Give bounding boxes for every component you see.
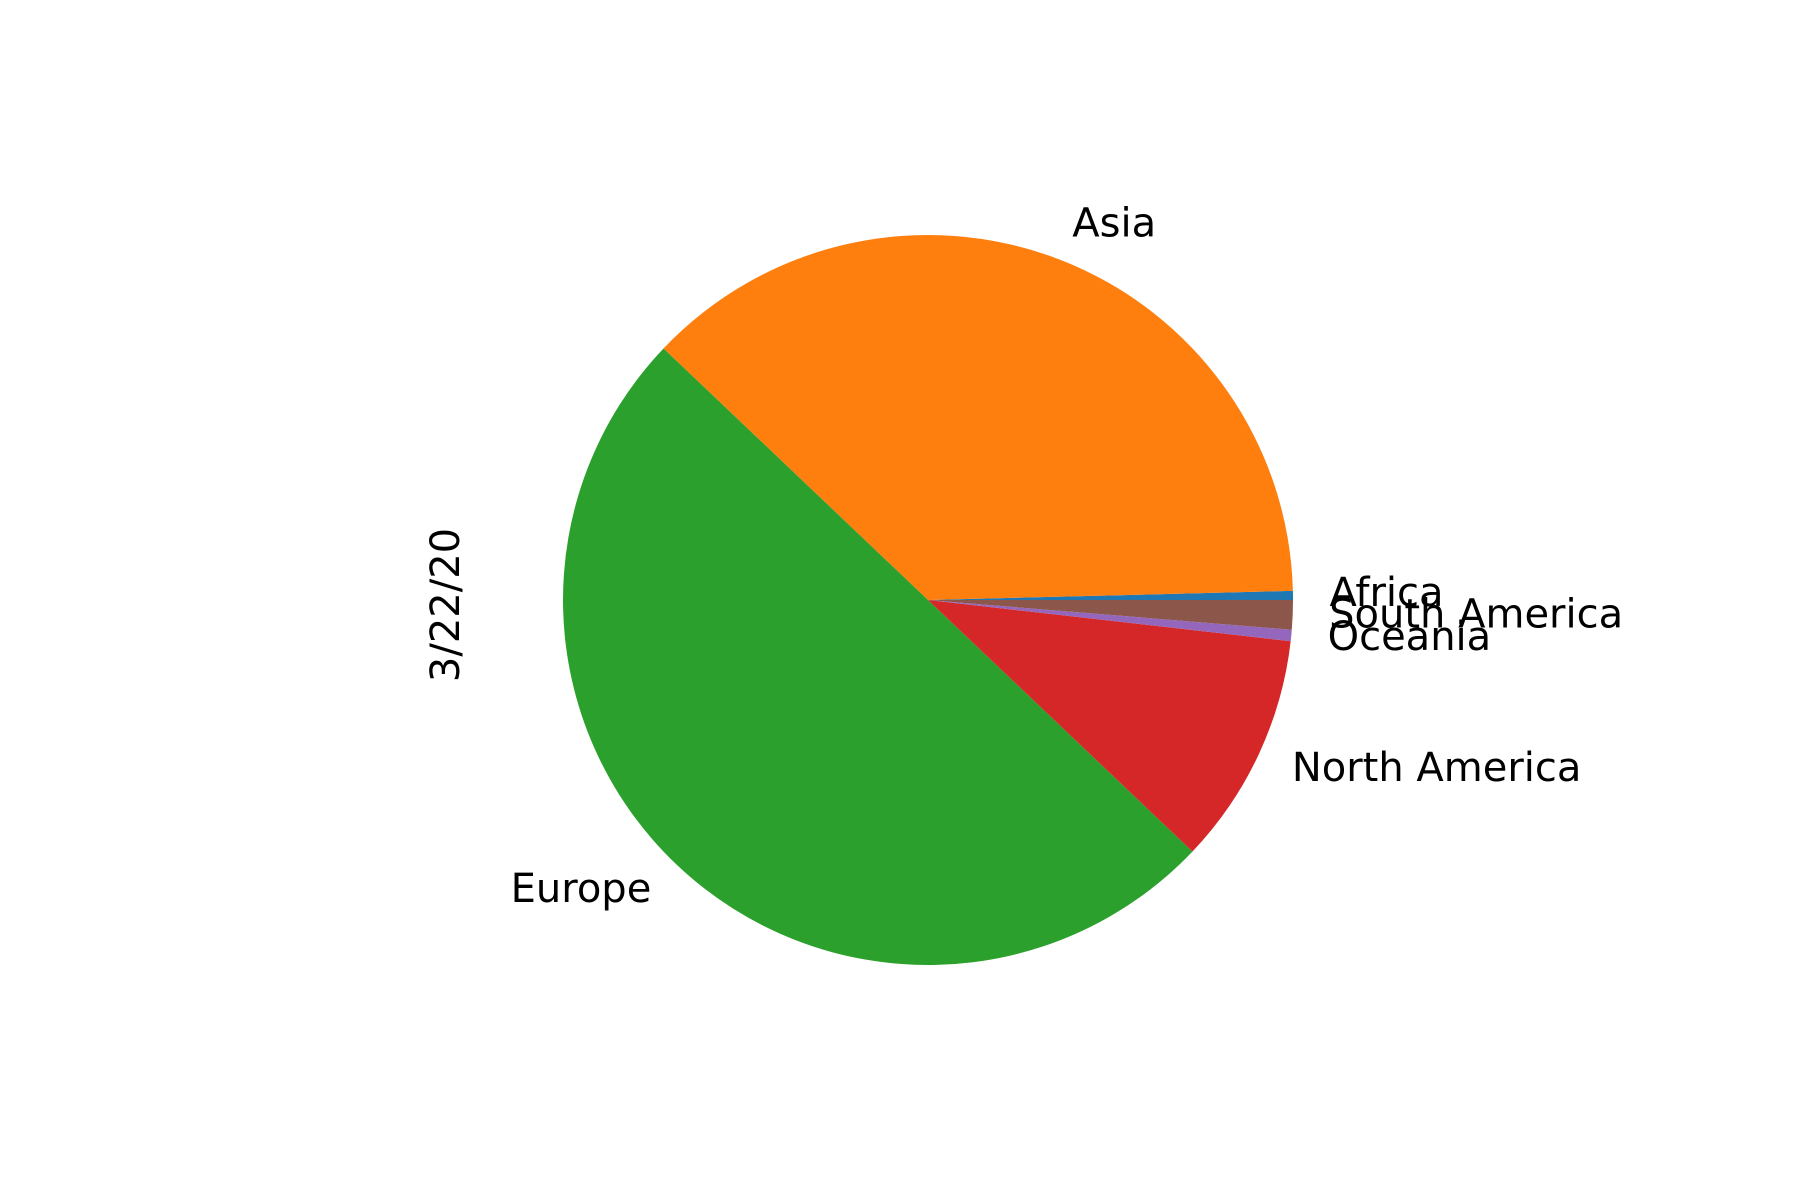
pie-label-europe: Europe (511, 866, 652, 912)
pie-slices (563, 234, 1293, 966)
pie-slice-europe (563, 348, 1193, 966)
y-axis-label: 3/22/20 (423, 528, 469, 682)
pie-slice-oceania (928, 600, 1292, 642)
pie-label-oceania: Oceania (1328, 614, 1492, 660)
pie-slice-africa (928, 590, 1293, 600)
pie-label-north-america: North America (1292, 745, 1582, 791)
pie-slice-north-america (928, 600, 1291, 852)
pie-label-africa: Africa (1329, 570, 1443, 616)
pie-label-asia: Asia (1072, 200, 1156, 246)
pie-label-south-america: South America (1329, 591, 1623, 637)
pie-slice-south-america (928, 600, 1293, 630)
pie-slice-asia (663, 234, 1293, 600)
pie-labels: Africa Asia Europe North America OceaniaSout… (511, 200, 1623, 912)
